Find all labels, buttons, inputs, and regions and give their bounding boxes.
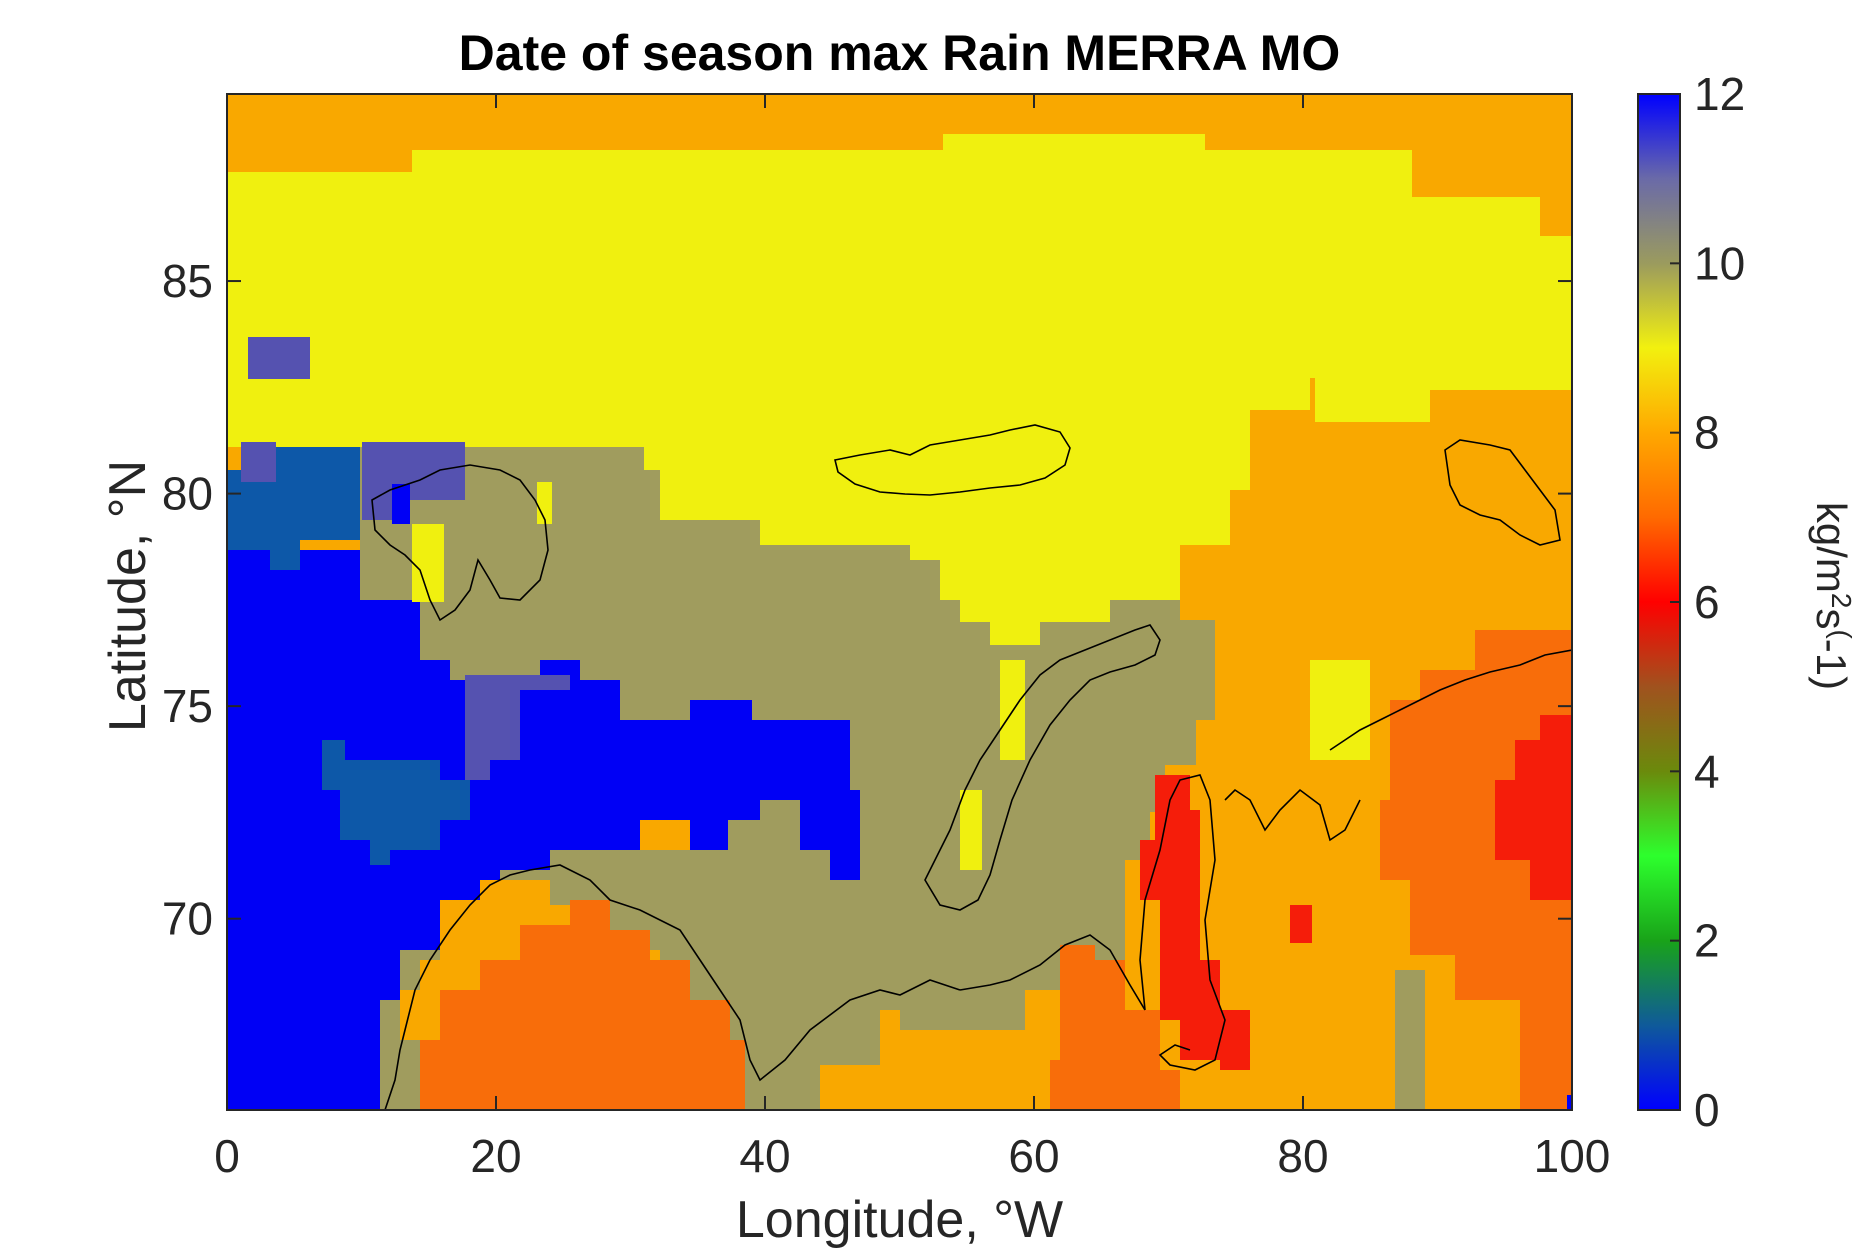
y-axis-label: Latitude, °N [99, 459, 157, 733]
region-slate-patch-4 [465, 675, 570, 780]
colorbar-tick-label: 12 [1694, 68, 1745, 120]
map-field [227, 94, 1572, 1110]
y-axis-ticks: 70 75 80 85 [162, 255, 1572, 945]
region-yellow-patch-2 [537, 482, 552, 524]
region-fram-strait-steel-2 [322, 740, 470, 865]
region-blue-strip [1567, 1095, 1572, 1110]
coastline-yamal [1224, 788, 1361, 842]
y-tick-label: 75 [162, 680, 213, 732]
coastline-franz-josef-land [834, 424, 1071, 496]
colorbar-tick-label: 4 [1694, 745, 1720, 797]
region-novaya-zemlya-red-2 [1140, 775, 1250, 1070]
colorbar-tick-label: 0 [1694, 1084, 1720, 1136]
x-tick-label: 0 [214, 1130, 240, 1182]
region-novaya-zemlya-red [1495, 715, 1572, 900]
x-axis-ticks: 0 20 40 60 80 100 [214, 94, 1610, 1182]
coastline-svalbard [371, 464, 549, 622]
region-blue-patch [392, 484, 410, 524]
region-yellow-patch-3 [960, 790, 982, 870]
coastline-severnaya-zemlya [1444, 439, 1561, 546]
y-tick-label: 80 [162, 468, 213, 520]
y-tick-label: 70 [162, 893, 213, 945]
region-yellow-patch-5 [1310, 660, 1370, 760]
x-tick-label: 80 [1277, 1130, 1328, 1182]
region-kara-orange [1050, 945, 1180, 1110]
colorbar-label-sup1: 2 [1826, 592, 1857, 609]
region-yellow-patch-1 [412, 524, 444, 602]
coastline-novaya-zemlya-2 [924, 624, 1161, 911]
x-tick-label: 60 [1008, 1130, 1059, 1182]
coastline-novaya-zemlya [1139, 774, 1226, 1071]
coastline-kola [959, 934, 1146, 1011]
x-axis-label: Longitude, °W [735, 1191, 1064, 1249]
region-central-arctic-yellow [227, 134, 1572, 645]
y-tick-label: 85 [162, 255, 213, 307]
region-slate-patch-1 [248, 337, 310, 379]
coastline-taymyr [1329, 649, 1572, 751]
chart-title: Date of season max Rain MERRA MO [458, 25, 1341, 81]
x-tick-label: 100 [1534, 1130, 1611, 1182]
colorbar-label: kg/m2s(-1) [1807, 502, 1857, 690]
x-tick-label: 20 [470, 1130, 521, 1182]
region-red-patch [1290, 905, 1312, 943]
colorbar-label-end: -1) [1808, 638, 1855, 691]
region-olive-strip [1395, 970, 1425, 1110]
colorbar-label-base: kg/m [1808, 501, 1855, 593]
plot-frame [226, 93, 1573, 1111]
region-slate-patch-2 [241, 442, 276, 482]
colorbar-label-mid: s [1808, 608, 1855, 630]
colorbar-tick-label: 10 [1694, 237, 1745, 289]
region-greenland-sea-blue [227, 550, 860, 1110]
region-slate-patch-3 [362, 442, 465, 520]
x-tick-label: 40 [739, 1130, 790, 1182]
colorbar-tick-label: 6 [1694, 576, 1720, 628]
region-scandinavia-orange [420, 900, 745, 1110]
coastline [371, 424, 1572, 1110]
colorbar-tick-label: 2 [1694, 915, 1720, 967]
colorbar-ticks: 0 2 4 6 8 10 12 [1670, 68, 1745, 1136]
coastline-scandinavia [384, 864, 961, 1110]
colorbar-label-sup2: ( [1826, 629, 1857, 639]
colorbar-tick-label: 8 [1694, 407, 1720, 459]
